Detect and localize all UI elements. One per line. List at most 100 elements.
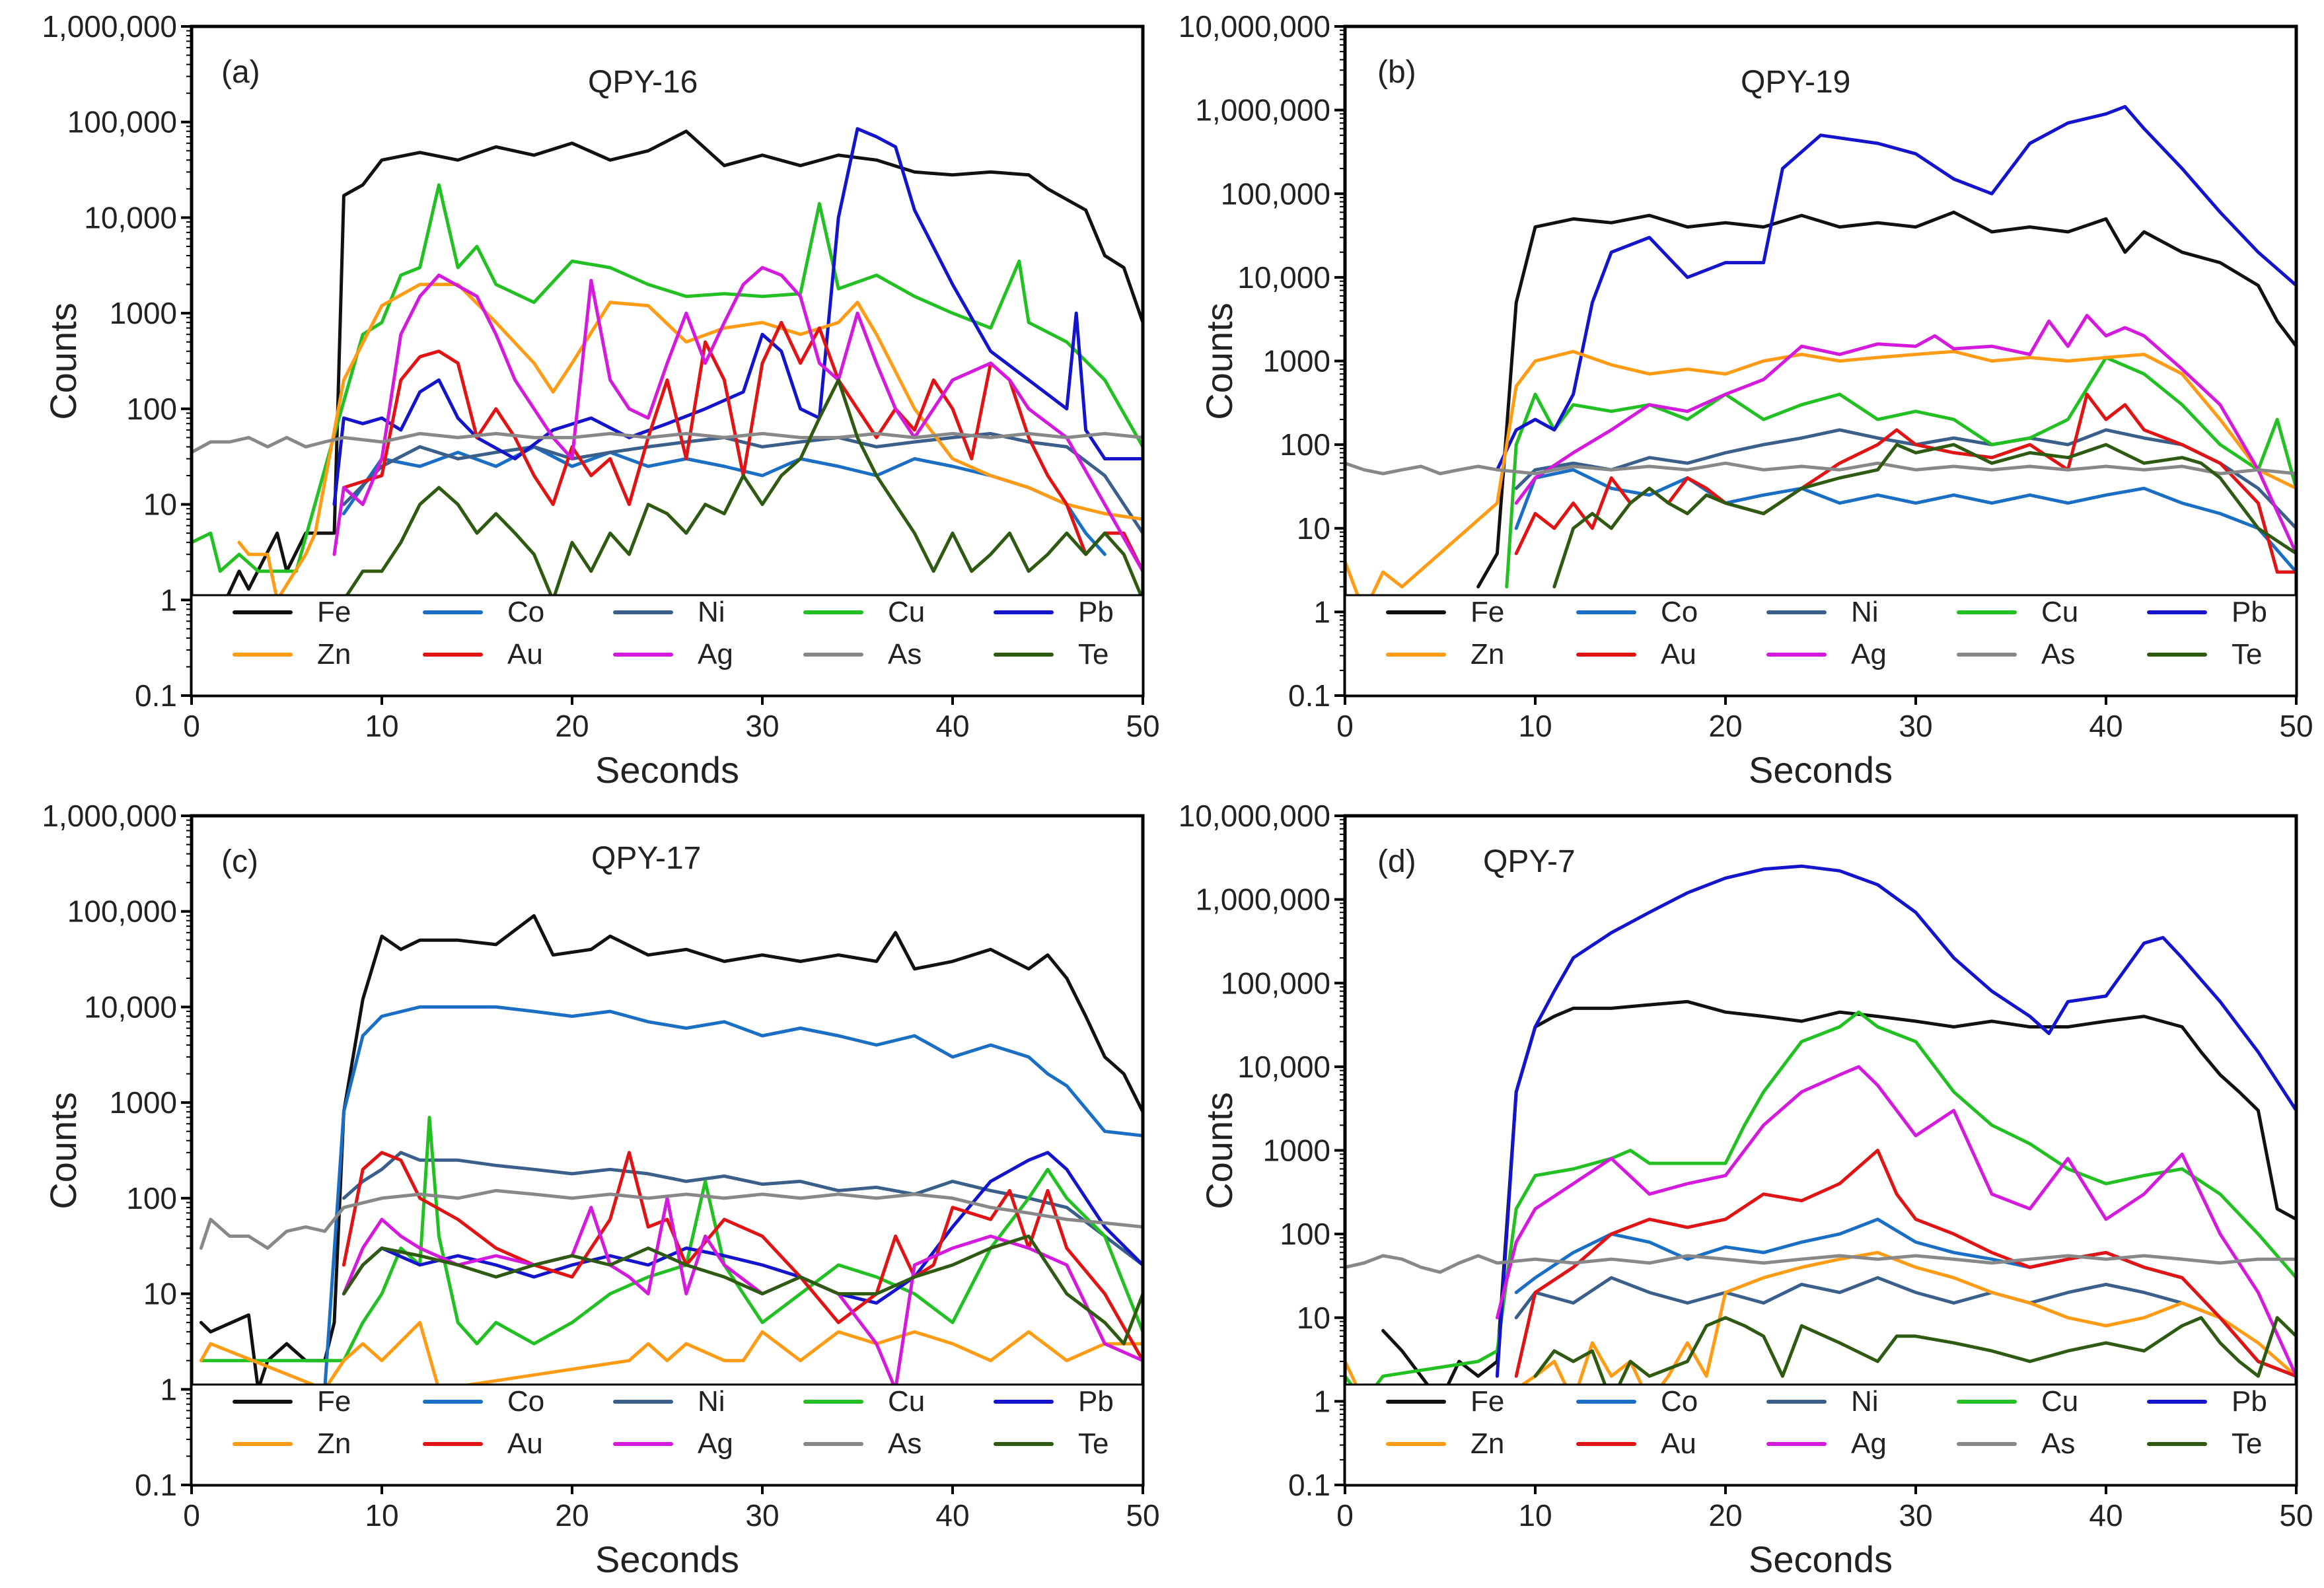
legend: Fe Co Ni Cu Pb Zn Au Ag As Te [233, 596, 1114, 670]
x-ticks: 0 10 20 30 40 50 [1336, 1485, 2313, 1533]
y-tick-label: 100 [126, 392, 177, 426]
y-tick-label: 1,000,000 [42, 9, 177, 44]
x-tick-label: 30 [745, 1498, 779, 1533]
legend-label-zn: Zn [317, 1427, 351, 1460]
y-tick-label: 1,000,000 [1195, 883, 1330, 917]
y-tick-label: 10,000 [84, 990, 177, 1024]
x-axis-title: Seconds [595, 1538, 739, 1580]
legend-label-pb: Pb [2232, 1385, 2267, 1418]
series-line-au [1514, 392, 2296, 574]
y-tick-label: 100 [1280, 1217, 1330, 1251]
legend-label-ag: Ag [698, 638, 733, 670]
series-line-au [342, 320, 1143, 573]
legend-label-au: Au [1661, 1427, 1696, 1460]
series-line-ag [342, 1196, 1143, 1391]
panel-c: Fe Co Ni Cu Pb Zn Au Ag As Te 0 10 20 30 40 50 0.1 1 10 1… [42, 799, 1159, 1580]
x-tick-label: 40 [2089, 709, 2123, 743]
series-line-co [323, 1005, 1143, 1391]
series-line-fe [1476, 210, 2296, 589]
legend-label-ni: Ni [698, 596, 725, 628]
x-tick-label: 0 [1336, 709, 1354, 743]
series-line-cu [1505, 355, 2296, 589]
x-tick-label: 50 [1126, 1498, 1159, 1533]
legend-label-zn: Zn [317, 638, 351, 670]
y-tick-label: 100,000 [67, 894, 177, 929]
legend-label-te: Te [1078, 638, 1108, 670]
legend: Fe Co Ni Cu Pb Zn Au Ag As Te [233, 1385, 1114, 1460]
series-line-pb [1495, 864, 2296, 1378]
panel-label: (b) [1377, 55, 1416, 90]
y-tick-label: 0.1 [1288, 678, 1330, 713]
x-axis-title: Seconds [595, 749, 739, 791]
y-tick-label: 10,000 [1237, 1050, 1330, 1084]
y-tick-label: 1000 [110, 296, 177, 330]
x-axis-title: Seconds [1749, 749, 1893, 791]
chart-title: QPY-17 [591, 841, 701, 876]
y-tick-label: 1,000,000 [1195, 93, 1330, 127]
legend-label-fe: Fe [317, 1385, 351, 1418]
legend-label-co: Co [507, 596, 544, 628]
legend-label-co: Co [1661, 596, 1698, 628]
x-tick-label: 20 [1708, 709, 1742, 743]
panel-label: (a) [221, 55, 260, 90]
legend-label-cu: Cu [888, 1385, 925, 1418]
legend-label-zn: Zn [1471, 1427, 1504, 1460]
legend-label-fe: Fe [1471, 596, 1504, 628]
panel-a: Fe Co Ni Cu Pb Zn Au Ag As Te 0 10 20 30 40 50 0.1 1 10 1… [42, 9, 1159, 791]
x-tick-label: 10 [1518, 1498, 1552, 1533]
series-line-co [1514, 468, 2296, 574]
y-tick-label: 1 [1313, 595, 1330, 629]
series-line-ni [342, 431, 1143, 535]
y-tick-label: 1000 [110, 1085, 177, 1120]
chart-title: QPY-16 [588, 65, 698, 100]
x-tick-label: 50 [2279, 1498, 2313, 1533]
x-tick-label: 20 [1708, 1498, 1742, 1533]
series-line-ni [342, 1151, 1143, 1267]
x-ticks: 0 10 20 30 40 50 [1336, 696, 2313, 743]
series-line-ag [1514, 314, 2296, 556]
legend: Fe Co Ni Cu Pb Zn Au Ag As Te [1386, 596, 2267, 670]
x-tick-label: 0 [183, 709, 200, 743]
x-tick-label: 0 [183, 1498, 200, 1533]
legend-label-fe: Fe [317, 596, 351, 628]
series-line-zn [199, 1320, 1143, 1391]
legend-label-cu: Cu [2041, 1385, 2078, 1418]
legend-label-ni: Ni [1851, 1385, 1879, 1418]
y-tick-label: 1000 [1263, 1134, 1330, 1168]
legend: Fe Co Ni Cu Pb Zn Au Ag As Te [1386, 1385, 2267, 1460]
series-line-te [1552, 443, 2296, 589]
series-line-as [1345, 461, 2296, 476]
series-line-fe [1381, 999, 2296, 1403]
series-line-as [192, 431, 1143, 454]
y-tick-label: 10,000,000 [1179, 799, 1330, 833]
series-group [199, 914, 1143, 1391]
series-line-cu [1345, 1010, 2296, 1403]
legend-label-cu: Cu [2041, 596, 2078, 628]
x-tick-label: 10 [1518, 709, 1552, 743]
y-tick-label: 1 [160, 1372, 177, 1406]
y-tick-label: 1,000,000 [42, 799, 177, 833]
x-axis-title: Seconds [1749, 1538, 1893, 1580]
series-line-ag [332, 266, 1143, 573]
legend-label-as: As [888, 638, 922, 670]
series-line-ag [1495, 1065, 2296, 1378]
series-group [192, 127, 1143, 602]
x-tick-label: 20 [555, 709, 589, 743]
chart-title: QPY-7 [1483, 844, 1576, 879]
y-tick-label: 1 [1313, 1384, 1330, 1418]
y-tick-label: 10 [143, 487, 177, 522]
y-tick-label: 1000 [1263, 344, 1330, 379]
y-tick-label: 10,000 [1237, 260, 1330, 295]
series-group [1345, 104, 2296, 614]
y-axis-title: Counts [1198, 303, 1240, 419]
series-line-pb [342, 1151, 1143, 1305]
x-tick-label: 40 [2089, 1498, 2123, 1533]
panel-label: (c) [221, 844, 258, 879]
series-line-au [342, 1151, 1143, 1363]
legend-label-cu: Cu [888, 596, 925, 628]
series-line-zn [237, 283, 1143, 602]
legend-label-pb: Pb [2232, 596, 2267, 628]
legend-label-ag: Ag [1851, 638, 1887, 670]
y-axis-title: Counts [42, 303, 84, 419]
y-tick-label: 0.1 [135, 1468, 177, 1502]
